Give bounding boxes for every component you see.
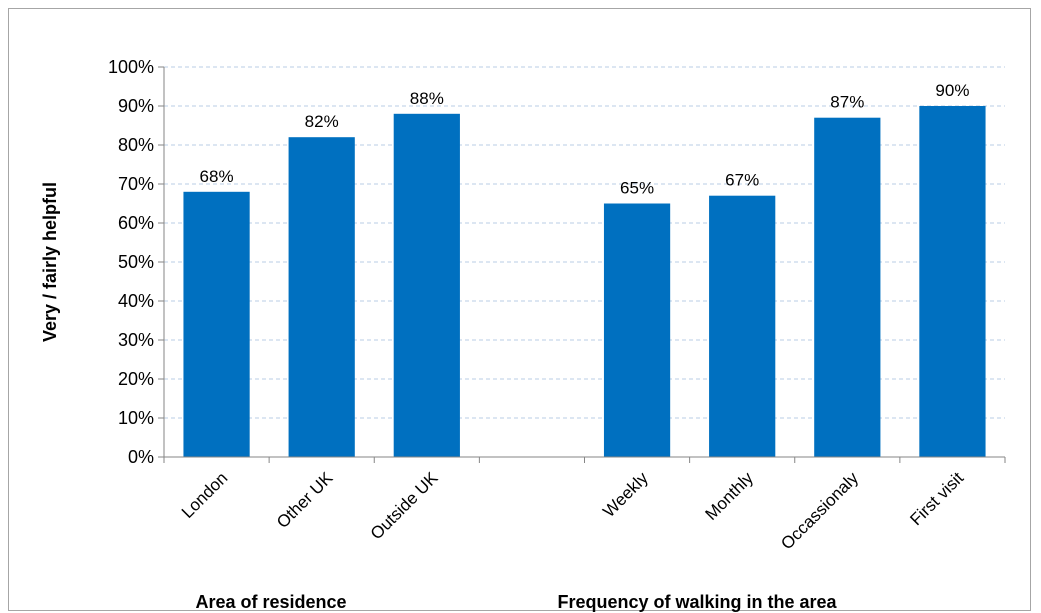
category-label-weekly: Weekly [599,468,652,521]
group-title-frequency-of-walking: Frequency of walking in the area [557,592,837,612]
data-label-other-uk: 82% [305,112,339,131]
x-tick-marks [163,457,1006,463]
bar-london [183,191,250,458]
data-label-outside-uk: 88% [410,89,444,108]
category-label-occassionaly: Occassionaly [777,468,862,553]
bar-occassionaly [814,117,881,457]
y-tick-label: 10% [118,408,154,428]
bars [183,106,986,458]
category-label-london: London [178,468,232,522]
y-tick-labels: 0% 10% 20% 30% 40% 50% 60% 70% 80% 90% 100% [108,57,164,467]
bar-first-visit [919,106,986,457]
bar-weekly [603,203,671,457]
data-label-london: 68% [200,167,234,186]
category-label-outside-uk: Outside UK [367,468,442,543]
data-label-first-visit: 90% [935,81,969,100]
data-label-monthly: 67% [725,171,759,190]
bar-monthly [709,195,776,457]
y-axis-title: Very / fairly helpful [40,182,60,342]
y-tick-label: 80% [118,135,154,155]
group-title-area-of-residence: Area of residence [195,592,346,612]
y-tick-label: 100% [108,57,154,77]
y-tick-label: 20% [118,369,154,389]
y-tick-label: 40% [118,291,154,311]
category-label-other-uk: Other UK [273,468,337,532]
bar-outside-uk [393,113,460,458]
category-label-first-visit: First visit [906,468,967,529]
data-label-weekly: 65% [620,179,654,198]
y-tick-label: 0% [128,447,154,467]
data-labels: 68% 82% 88% 65% 67% 87% 90% [200,81,970,198]
y-tick-label: 30% [118,330,154,350]
category-labels: London Other UK Outside UK Weekly Monthly Occ… [178,468,968,553]
category-label-monthly: Monthly [701,468,757,524]
y-tick-label: 70% [118,174,154,194]
y-tick-label: 60% [118,213,154,233]
y-tick-label: 90% [118,96,154,116]
y-tick-label: 50% [118,252,154,272]
bar-other-uk [288,137,355,457]
data-label-occassionaly: 87% [830,93,864,112]
